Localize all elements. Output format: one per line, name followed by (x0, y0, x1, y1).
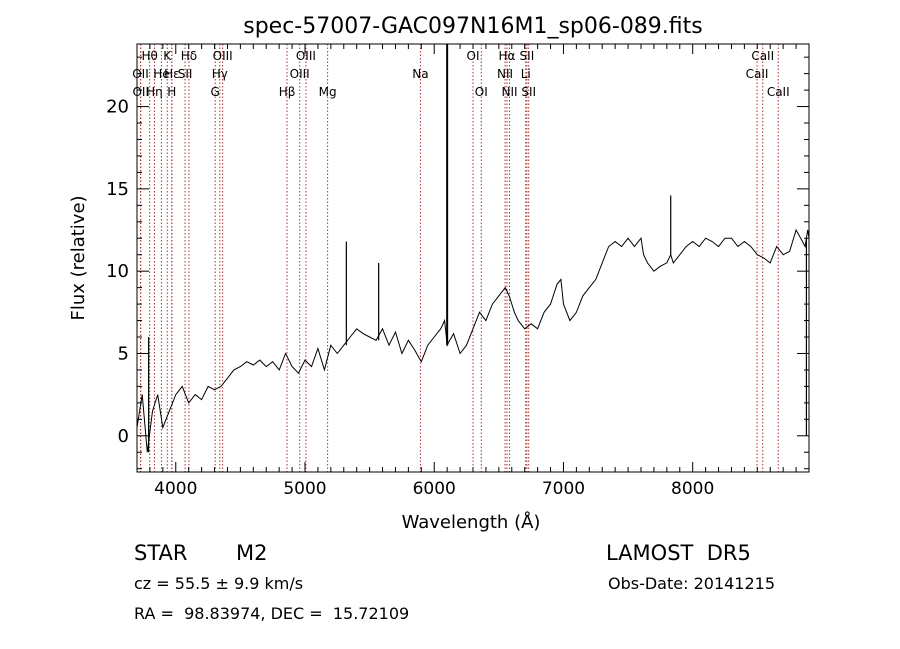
line-marker-label: NII (502, 85, 518, 99)
y-tick-label: 10 (106, 261, 129, 282)
y-tick-label: 15 (106, 179, 129, 200)
line-marker-label: Hδ (181, 49, 197, 63)
line-marker-label: Na (412, 67, 428, 81)
line-marker-label: Li (521, 67, 531, 81)
axis-ticks (137, 44, 809, 472)
line-marker-label: G (211, 85, 220, 99)
observation-date: Obs-Date: 20141215 (608, 574, 776, 593)
y-tick-label: 0 (118, 426, 129, 447)
coordinates: RA = 98.83974, DEC = 15.72109 (134, 604, 410, 623)
line-marker-label: He (153, 67, 169, 81)
survey-name: LAMOST DR5 (606, 541, 751, 565)
y-axis-label: Flux (relative) (68, 195, 89, 320)
line-marker-label: CaII (767, 85, 790, 99)
line-marker-label: K (163, 49, 172, 63)
x-tick-label: 4000 (154, 479, 197, 499)
axis-tick-labels: 4000 5000 6000 7000 8000 0 5 10 15 20 (106, 97, 714, 499)
line-marker-label: SII (520, 49, 535, 63)
line-marker-label: Hβ (279, 85, 296, 99)
line-marker-label: H (167, 85, 176, 99)
line-marker-label: OIII (296, 49, 316, 63)
line-marker-label: Hγ (212, 67, 228, 81)
line-marker-label: SII (178, 67, 193, 81)
line-marker-label: CaII (751, 49, 774, 63)
line-marker-label: SII (521, 85, 536, 99)
object-class: STAR (134, 541, 188, 565)
x-tick-label: 5000 (283, 479, 326, 499)
x-tick-label: 6000 (413, 479, 456, 499)
line-marker-label: Hε (164, 67, 180, 81)
x-tick-label: 8000 (671, 479, 714, 499)
redshift-value: cz = 55.5 ± 9.9 km/s (134, 574, 304, 593)
y-tick-label: 5 (118, 343, 129, 364)
line-marker-label: OIII (213, 49, 233, 63)
line-marker-label: Hθ (141, 49, 157, 63)
line-marker-label: CaII (746, 67, 769, 81)
line-marker-label: NII (497, 67, 513, 81)
chart-title: spec-57007-GAC097N16M1_sp06-089.fits (243, 14, 703, 39)
spectral-line-markers (139, 44, 779, 472)
line-marker-label: Hη (146, 85, 163, 99)
line-marker-label: OIII (290, 67, 310, 81)
line-marker-label: OI (475, 85, 488, 99)
x-axis-label: Wavelength (Å) (402, 511, 541, 533)
line-marker-label: Mg (319, 85, 337, 99)
object-subclass: M2 (236, 541, 268, 565)
line-marker-label: Hα (499, 49, 516, 63)
x-tick-label: 7000 (542, 479, 585, 499)
spectrum-line (136, 228, 810, 453)
line-marker-label: OI (467, 49, 480, 63)
y-tick-label: 20 (106, 97, 129, 118)
